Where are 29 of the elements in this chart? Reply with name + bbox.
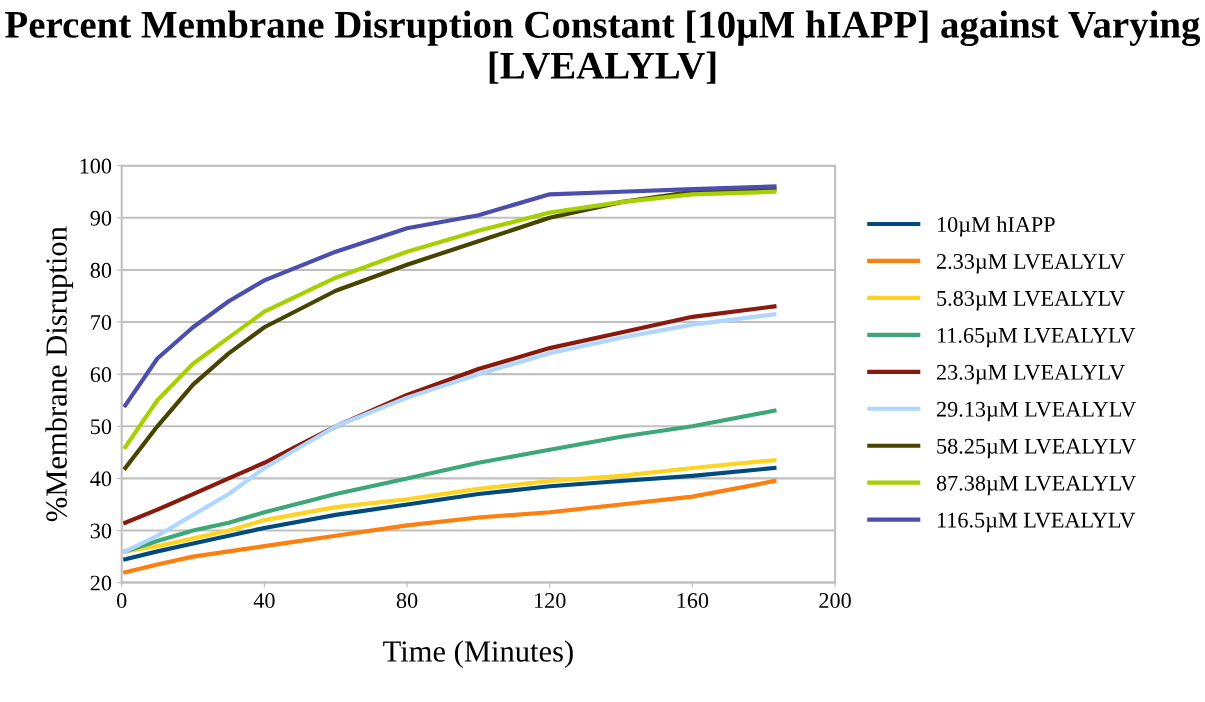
legend-label: 23.3µM LVEALYLV [936,364,1125,385]
y-tick-label: 20 [90,575,112,591]
y-tick-label: 100 [80,158,112,174]
legend-label: 58.25µM LVEALYLV [937,438,1137,459]
x-tick-label: 120 [535,593,566,609]
legend-label: 29.13µM LVEALYLV [936,401,1137,422]
y-tick-label: 90 [90,210,112,226]
legend-label: 5.83µM LVEALYLV [937,290,1125,311]
y-tick-label: 60 [90,367,112,383]
x-tick-label: 200 [819,593,851,609]
x-axis-title: Time (Minutes) [383,640,573,669]
legend-label: 116.5µM LVEALYLV [937,512,1136,533]
y-tick-label: 50 [91,419,112,435]
y-tick-label: 80 [90,262,112,278]
chart-title: Percent Membrane Disruption Constant [10µM hIAPP] against Varying [LVEALYLV] [5,10,1201,84]
legend-label: 87.38µM LVEALYLV [936,475,1137,496]
x-tick-label: 40 [253,593,275,609]
line-series [123,478,777,575]
legend-label: 10µM hIAPP [937,216,1055,237]
y-tick-label: 70 [91,314,112,330]
x-tick-label: 0 [117,593,127,609]
x-tick-label: 80 [396,593,418,609]
x-tick-label: 160 [677,593,709,609]
legend-label: 2.33µM LVEALYLV [936,254,1125,274]
y-axis-title: %Membrane Disruption [45,226,74,522]
line-series [123,184,777,408]
y-tick-label: 30 [90,523,112,539]
legend-label: 11.65µM LVEALYLV [937,327,1136,348]
y-tick-label: 40 [90,471,112,487]
